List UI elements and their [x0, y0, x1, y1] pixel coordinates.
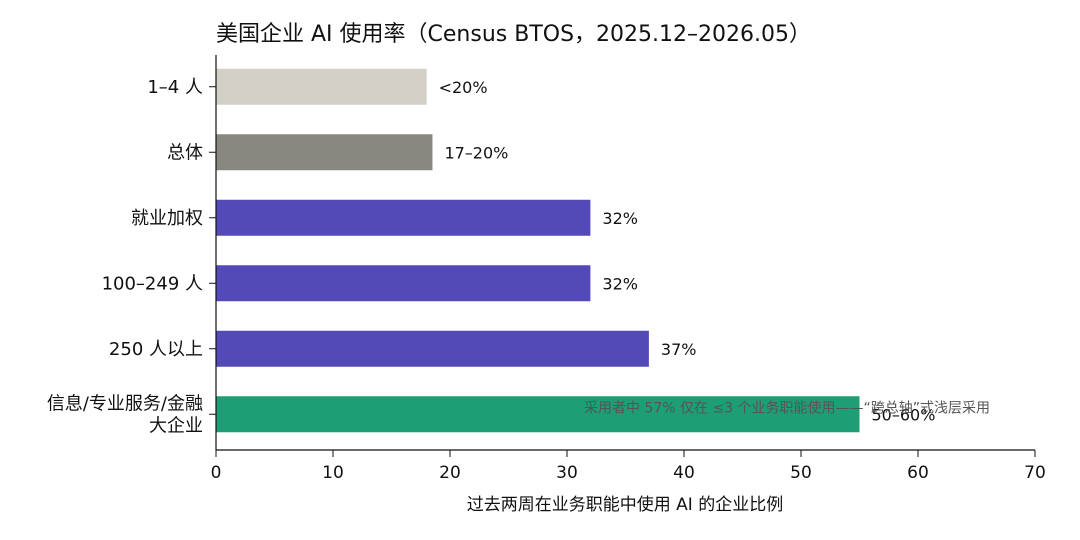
- bar: [216, 265, 591, 302]
- value-label: 37%: [661, 340, 697, 359]
- x-tick-label: 40: [673, 463, 695, 483]
- value-label: 50–60%: [872, 405, 936, 424]
- annotation-text: 采用者中 57% 仅在 ≤3 个业务职能使用——“跨总轴”式浅层采用: [584, 399, 990, 416]
- bar: [216, 134, 433, 171]
- category-label: 250 人以上: [109, 339, 203, 360]
- bar: [216, 68, 427, 105]
- x-tick-label: 60: [907, 463, 929, 483]
- x-axis-label: 过去两周在业务职能中使用 AI 的企业比例: [467, 494, 783, 515]
- x-tick-label: 70: [1024, 463, 1046, 483]
- category-label: 大企业: [149, 415, 203, 436]
- value-label: <20%: [439, 78, 488, 97]
- bar: [216, 396, 860, 433]
- x-tick-label: 30: [556, 463, 578, 483]
- value-label: 32%: [602, 209, 638, 228]
- bar: [216, 199, 591, 236]
- category-label: 1–4 人: [147, 77, 203, 98]
- value-label: 32%: [602, 274, 638, 293]
- value-label: 17–20%: [444, 143, 508, 162]
- category-label: 就业加权: [131, 208, 203, 229]
- x-tick-label: 50: [790, 463, 812, 483]
- category-label: 信息/专业服务/金融: [47, 393, 203, 414]
- category-label: 总体: [167, 142, 203, 163]
- x-tick-label: 10: [322, 463, 344, 483]
- x-tick-label: 0: [211, 463, 222, 483]
- bar: [216, 330, 649, 367]
- bars-group: <20% 17–20% 32% 32% 37% 50–60%采用者中 57% 仅在 ≤3 …: [216, 68, 990, 433]
- chart-title: 美国企业 AI 使用率（Census BTOS，2025.12–2026.05）: [216, 22, 811, 47]
- category-label: 100–249 人: [102, 273, 203, 294]
- x-tick-label: 20: [439, 463, 461, 483]
